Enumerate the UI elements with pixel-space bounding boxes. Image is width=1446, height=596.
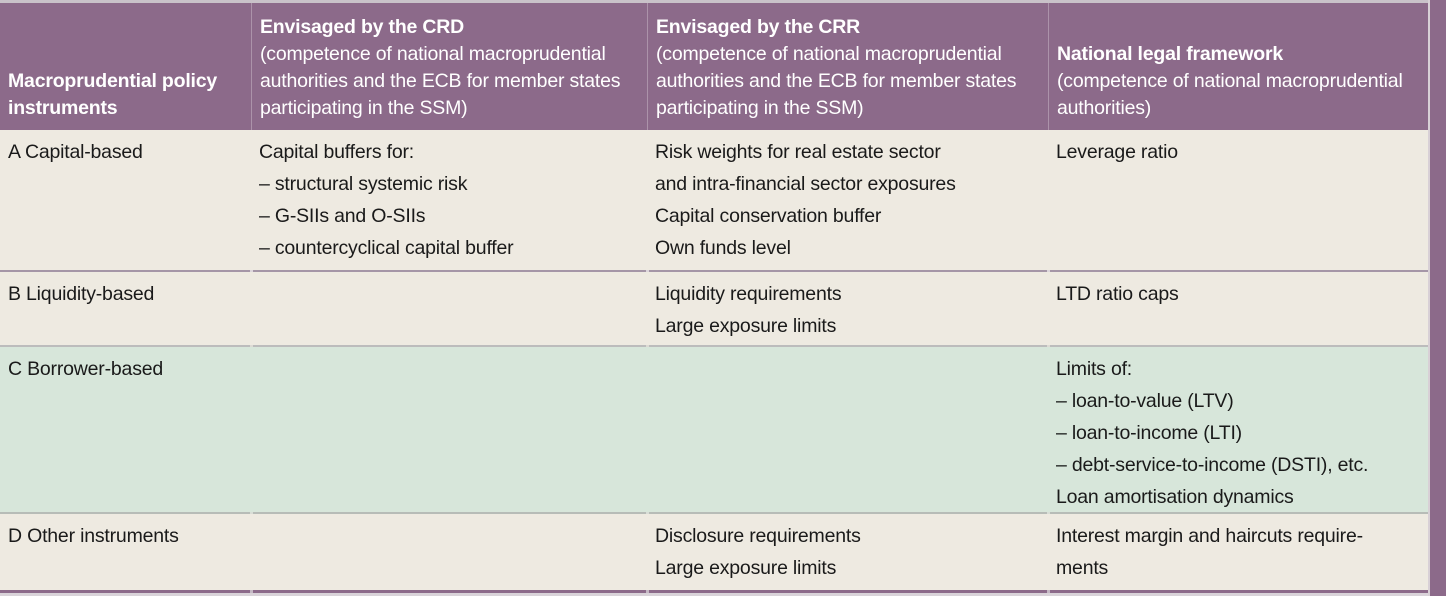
- table-row-liquidity-based: B Liquidity-based Liquidity requirements…: [0, 272, 1430, 345]
- page-accent-bar: [1428, 0, 1446, 596]
- row-divider: [0, 512, 1430, 514]
- cell-liquidity-crr: Liquidity requirements Large exposure li…: [655, 283, 842, 337]
- cell-liquidity-national: LTD ratio caps: [1056, 283, 1179, 305]
- cell-borrower-crr: [647, 347, 1048, 512]
- header-title-crr: Envisaged by the CRR: [656, 16, 861, 38]
- cell-borrower-crd: [251, 347, 647, 512]
- table-bottom-border: [0, 590, 1430, 593]
- table-bottom-border-shadow: [0, 593, 1430, 596]
- cell-other-national: Interest margin and haircuts require- me…: [1056, 525, 1363, 579]
- header-subtitle-crr: (competence of national macroprudential …: [656, 43, 1017, 119]
- header-cell-instruments: Macroprudential policy instruments: [0, 3, 251, 130]
- table-header-row: Macroprudential policy instruments Envis…: [0, 3, 1430, 130]
- header-title-crd: Envisaged by the CRD: [260, 16, 465, 38]
- cell-other-name: D Other instruments: [8, 525, 179, 547]
- row-divider: [0, 345, 1430, 347]
- header-subtitle-crd: (competence of national macroprudential …: [260, 43, 621, 119]
- header-cell-crd: Envisaged by the CRD (competence of nati…: [251, 3, 647, 130]
- cell-capital-national: Leverage ratio: [1056, 141, 1178, 163]
- table-top-border: [0, 0, 1430, 3]
- header-subtitle-national: (competence of national macroprudential …: [1057, 70, 1403, 119]
- cell-capital-crd: Capital buffers for: – structural system…: [259, 141, 514, 259]
- cell-liquidity-crd: [251, 272, 647, 345]
- row-divider: [0, 270, 1430, 272]
- cell-other-crd: [251, 514, 647, 590]
- table-row-capital-based: A Capital-based Capital buffers for: – s…: [0, 130, 1430, 270]
- cell-borrower-name: C Borrower-based: [8, 358, 164, 380]
- cell-borrower-national: Limits of: – loan-to-value (LTV) – loan-…: [1056, 358, 1369, 508]
- header-title-instruments: Macroprudential policy instruments: [8, 70, 218, 119]
- table-row-borrower-based: C Borrower-based Limits of: – loan-to-va…: [0, 347, 1430, 512]
- table-row-other-instruments: D Other instruments Disclosure requireme…: [0, 514, 1430, 590]
- cell-capital-name: A Capital-based: [8, 141, 143, 163]
- cell-capital-crr: Risk weights for real estate sector and …: [655, 141, 956, 259]
- header-cell-national: National legal framework (competence of …: [1048, 3, 1430, 130]
- cell-other-crr: Disclosure requirements Large exposure l…: [655, 525, 861, 579]
- header-cell-crr: Envisaged by the CRR (competence of nati…: [647, 3, 1048, 130]
- header-title-national: National legal framework: [1057, 43, 1284, 65]
- cell-liquidity-name: B Liquidity-based: [8, 283, 155, 305]
